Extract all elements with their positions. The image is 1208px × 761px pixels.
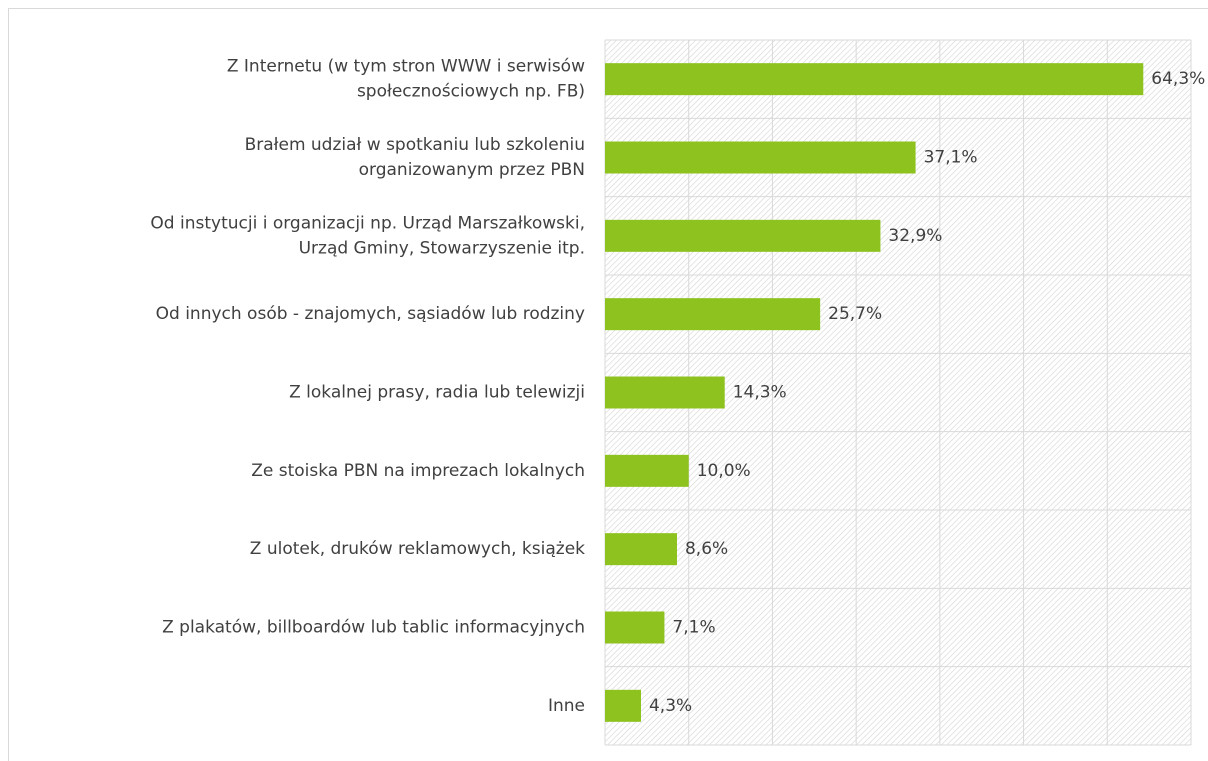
value-label: 14,3% bbox=[733, 383, 787, 403]
bar bbox=[605, 611, 665, 644]
bar bbox=[605, 376, 725, 409]
value-label: 37,1% bbox=[924, 148, 978, 168]
category-label: Od innych osób - znajomych, sąsiadów lub… bbox=[156, 304, 585, 324]
bar bbox=[605, 298, 821, 331]
category-label: Z plakatów, billboardów lub tablic infor… bbox=[162, 618, 585, 638]
bar bbox=[605, 533, 677, 566]
category-label: Inne bbox=[548, 696, 585, 716]
chart-border bbox=[8, 8, 1208, 761]
value-label: 10,0% bbox=[697, 461, 751, 481]
value-label: 7,1% bbox=[672, 618, 715, 638]
value-label: 4,3% bbox=[649, 696, 692, 716]
value-label: 64,3% bbox=[1151, 69, 1205, 89]
category-label: Z Internetu (w tym stron WWW i serwisów s… bbox=[227, 57, 585, 102]
bar bbox=[605, 454, 689, 487]
bar bbox=[605, 689, 641, 722]
category-label: Z lokalnej prasy, radia lub telewizji bbox=[289, 383, 585, 403]
value-label: 25,7% bbox=[828, 304, 882, 324]
bar bbox=[605, 141, 916, 174]
value-label: 32,9% bbox=[888, 226, 942, 246]
bar bbox=[605, 219, 881, 252]
category-label: Ze stoiska PBN na imprezach lokalnych bbox=[251, 461, 585, 481]
value-label: 8,6% bbox=[685, 539, 728, 559]
category-label: Z ulotek, druków reklamowych, książek bbox=[250, 539, 585, 559]
category-label: Od instytucji i organizacji np. Urząd Ma… bbox=[150, 213, 585, 258]
bar bbox=[605, 63, 1144, 96]
category-label: Brałem udział w spotkaniu lub szkoleniu o… bbox=[245, 135, 585, 180]
